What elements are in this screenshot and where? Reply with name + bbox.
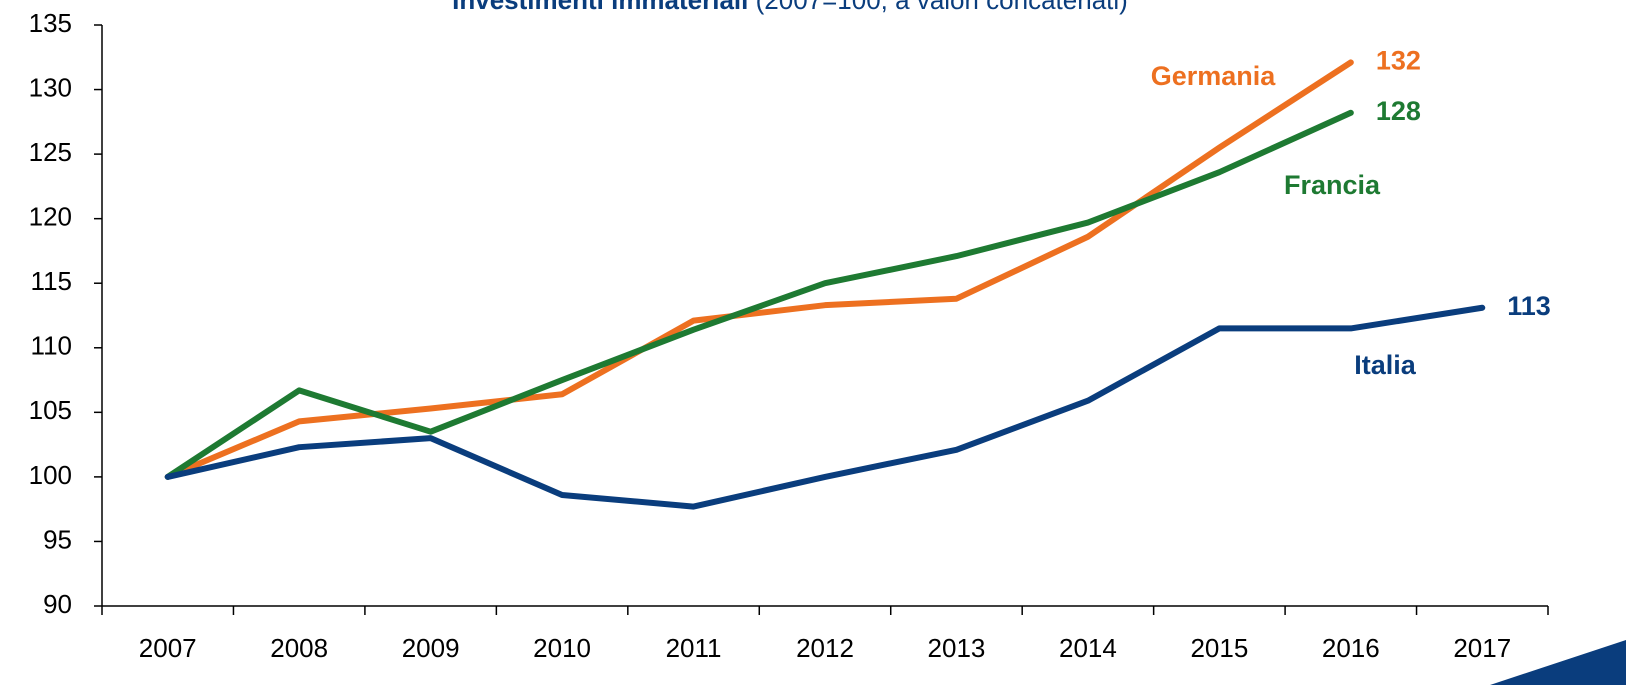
value-label: 113: [1507, 291, 1551, 321]
chart-title-group: Investimenti immateriali (2007=100, a va…: [452, 0, 1128, 15]
x-tick-label: 2013: [928, 633, 986, 663]
x-tick-label: 2015: [1190, 633, 1248, 663]
x-tick-label: 2008: [270, 633, 328, 663]
x-tick-label: 2017: [1453, 633, 1511, 663]
x-tick-label: 2009: [402, 633, 460, 663]
y-tick-label: 120: [29, 202, 72, 232]
chart-subtitle: (2007=100, a valori concatenati): [756, 0, 1128, 15]
y-tick-label: 110: [31, 331, 72, 361]
y-tick-label: 90: [43, 589, 72, 619]
value-label: 128: [1376, 96, 1421, 126]
y-tick-label: 100: [29, 460, 72, 490]
x-tick-label: 2007: [139, 633, 197, 663]
y-tick-label: 115: [31, 266, 72, 296]
chart-title: Investimenti immateriali: [452, 0, 748, 15]
y-tick-label: 125: [29, 137, 72, 167]
y-tick-label: 105: [29, 395, 72, 425]
x-tick-label: 2010: [533, 633, 591, 663]
series-name: Italia: [1354, 350, 1417, 380]
series-line: [164, 304, 1486, 510]
y-tick-label: 95: [43, 524, 72, 554]
x-tick-label: 2014: [1059, 633, 1117, 663]
series-line: [164, 109, 1354, 480]
x-tick-label: 2012: [796, 633, 854, 663]
series-name: Germania: [1151, 61, 1277, 91]
series-line: [164, 59, 1354, 480]
y-tick-label: 135: [29, 8, 72, 38]
series-name: Francia: [1284, 170, 1381, 200]
y-tick-label: 130: [29, 72, 72, 102]
x-tick-label: 2016: [1322, 633, 1380, 663]
corner-decoration: [1490, 640, 1626, 685]
x-tick-label: 2011: [666, 633, 722, 663]
value-label: 132: [1376, 46, 1421, 76]
